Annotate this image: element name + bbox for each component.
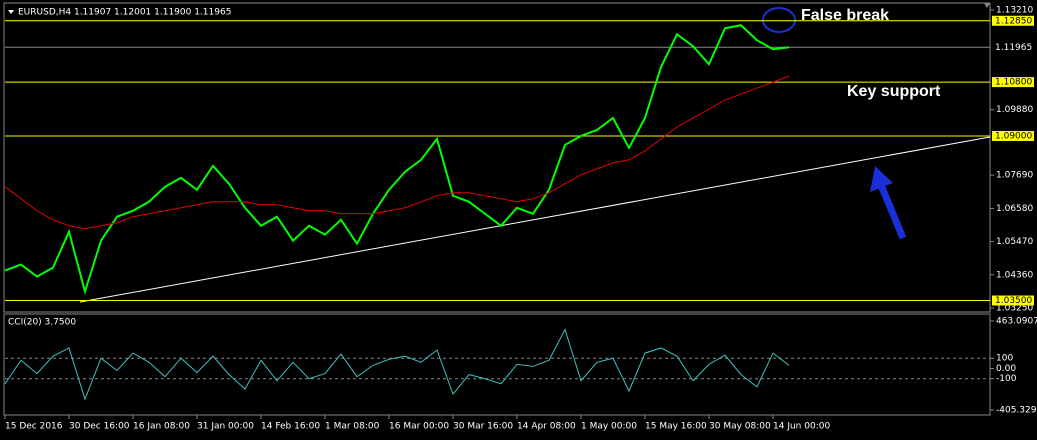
y-tick-label: 1.05470 [996, 237, 1033, 247]
level-label: 1.10800 [995, 78, 1032, 88]
cci-pane [3, 313, 991, 416]
y-tick-label: 0.00 [996, 364, 1016, 374]
current-price-tag [992, 42, 1034, 53]
level-tag [992, 130, 1034, 141]
menu-arrow[interactable] [8, 10, 14, 14]
x-tick-label: 14 Jun 00:00 [773, 422, 830, 432]
x-tick-label: 15 May 16:00 [645, 422, 707, 432]
level-label: 1.12850 [995, 16, 1032, 26]
level-label: 1.09000 [995, 131, 1032, 141]
x-tick-label: 1 Mar 08:00 [325, 422, 380, 432]
level-tag [992, 15, 1034, 26]
x-tick-label: 14 Apr 08:00 [517, 422, 576, 432]
annotation: Key support [847, 83, 941, 100]
y-tick-label: 1.03250 [996, 304, 1033, 314]
cci-title: CCI(20) 3.7500 [8, 318, 76, 328]
arrow-shaft [877, 183, 907, 240]
x-tick-label: 14 Feb 16:00 [261, 422, 320, 432]
y-tick-label: 1.13210 [996, 6, 1033, 16]
y-tick-label: 1.04360 [996, 270, 1033, 280]
level-tag [992, 295, 1034, 306]
price-title: EURUSD,H4 1.11907 1.12001 1.11900 1.1196… [18, 8, 231, 18]
series-line [4, 328, 790, 401]
y-tick-label: 1.07690 [996, 171, 1033, 181]
y-tick-label: -405.3295 [996, 406, 1037, 416]
level-label: 1.03500 [995, 296, 1032, 306]
series-line [4, 75, 790, 230]
x-tick-label: 30 Dec 16:00 [69, 422, 130, 432]
trendline [79, 136, 991, 303]
level-tag [992, 77, 1034, 88]
x-tick-label: 16 Mar 00:00 [389, 422, 449, 432]
y-tick-label: 1.06580 [996, 204, 1033, 214]
annotation: False break [801, 7, 889, 24]
x-tick-label: 31 Jan 00:00 [197, 422, 254, 432]
current-price-label: 1.11965 [995, 43, 1032, 53]
arrow-head [870, 166, 893, 192]
x-tick-label: 30 May 08:00 [709, 422, 771, 432]
x-tick-label: 16 Jan 08:00 [133, 422, 190, 432]
y-tick-label: -100 [996, 374, 1017, 384]
circle-marker [762, 7, 796, 33]
shift-marker [984, 3, 990, 8]
x-tick-label: 30 Mar 16:00 [453, 422, 513, 432]
x-tick-label: 15 Dec 2016 [5, 422, 63, 432]
price-pane [3, 2, 991, 313]
series-line [4, 24, 790, 296]
y-tick-label: 1.09880 [996, 105, 1033, 115]
x-tick-label: 1 May 00:00 [581, 422, 637, 432]
y-tick-label: 463.0907 [996, 317, 1037, 327]
y-tick-label: 100 [996, 354, 1013, 364]
